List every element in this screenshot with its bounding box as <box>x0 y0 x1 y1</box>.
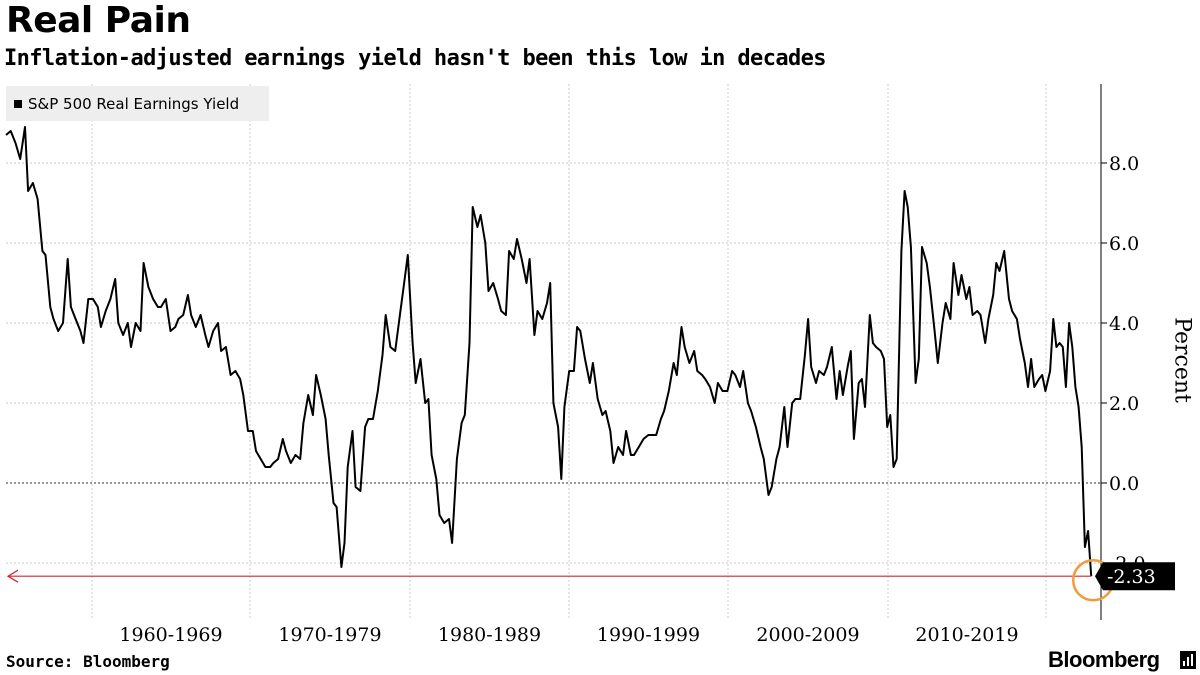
y-tick-label: 6.0 <box>1109 233 1139 255</box>
last-value-badge <box>1095 562 1175 591</box>
chart-subtitle: Inflation-adjusted earnings yield hasn't… <box>4 46 827 71</box>
y-tick-label: 0.0 <box>1109 473 1139 495</box>
x-tick-label: 1960-1969 <box>119 624 222 646</box>
gridlines <box>6 84 1101 620</box>
bloomberg-logo: Bloomberg <box>1048 647 1160 672</box>
series-line-sp500-real-earnings-yield <box>5 126 1093 577</box>
legend: S&P 500 Real Earnings Yield <box>6 86 269 121</box>
x-tick-label: 1970-1979 <box>278 624 381 646</box>
x-tick-label: 2000-2009 <box>756 624 859 646</box>
x-tick-label: 1980-1989 <box>438 624 541 646</box>
chart-title: Real Pain <box>6 0 191 41</box>
series-layer <box>5 126 1093 577</box>
x-tick-label: 2010-2019 <box>915 624 1018 646</box>
y-axis-title-wrap: Percent <box>1162 300 1200 420</box>
y-axis-title: Percent <box>1169 317 1195 403</box>
axes: -2.00.02.04.06.08.01960-19691970-1979198… <box>119 84 1146 646</box>
y-tick-label: 4.0 <box>1109 313 1139 335</box>
x-tick-label: 1990-1999 <box>597 624 700 646</box>
y-tick-label: 2.0 <box>1109 393 1139 415</box>
reference-arrowhead-icon <box>6 569 19 583</box>
legend-swatch <box>14 99 22 108</box>
source-note: Source: Bloomberg <box>6 652 170 671</box>
annotations: -2.33 <box>6 558 1175 602</box>
bloomberg-chart-icon <box>1180 651 1196 669</box>
y-tick-label: 8.0 <box>1109 153 1139 175</box>
last-value-label: -2.33 <box>1107 566 1156 588</box>
legend-label: S&P 500 Real Earnings Yield <box>28 94 240 113</box>
